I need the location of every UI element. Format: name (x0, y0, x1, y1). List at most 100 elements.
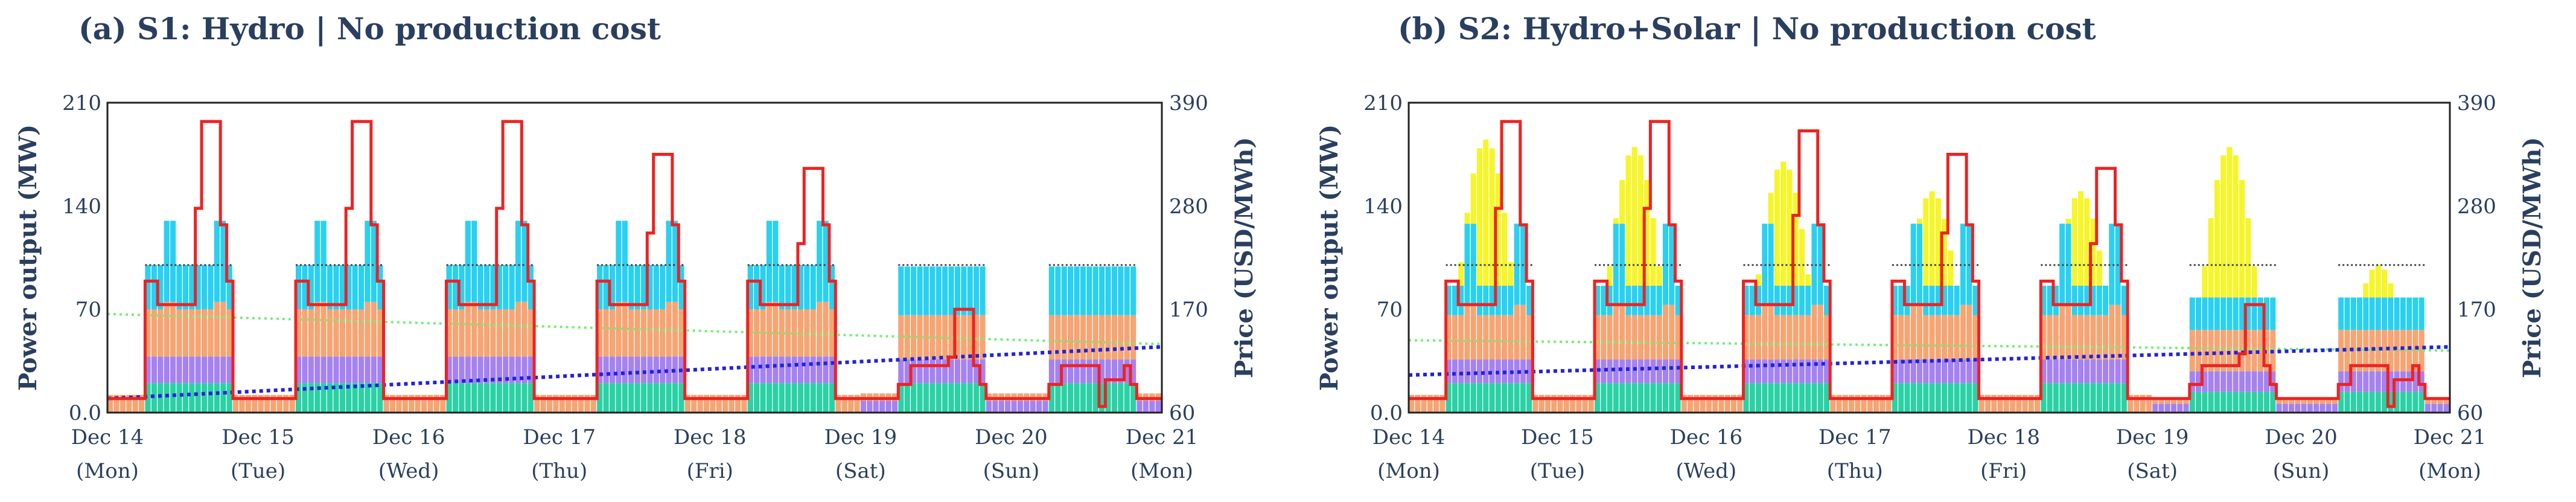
bar-unit-2 (2332, 404, 2338, 413)
bar-unit-1 (1892, 383, 1898, 413)
bar-unit-1 (2041, 383, 2047, 413)
bar-unit-3 (1811, 304, 1817, 360)
bar-unit-2 (754, 356, 760, 384)
bar-unit-3 (1688, 394, 1694, 413)
bar-unit-3 (1588, 394, 1594, 413)
bar-unit-2 (1143, 401, 1149, 413)
bar-unit-2 (195, 356, 201, 384)
bar-unit-1 (634, 383, 640, 413)
bar-unit-3 (346, 309, 352, 357)
bar-unit-3 (2406, 330, 2412, 372)
panel-b: (b) S2: Hydro+Solar | No production cost… (1288, 0, 2576, 502)
bar-unit-2 (528, 356, 534, 384)
bar-unit-3 (2170, 397, 2177, 404)
bar-unit-1 (446, 383, 452, 413)
bar-unit-1 (942, 383, 948, 413)
bar-unit-3 (528, 309, 534, 357)
bar-unit-4 (773, 220, 779, 302)
bar-unit-2 (295, 356, 302, 384)
bar-unit-4 (1774, 285, 1780, 315)
bar-unit-1 (1105, 383, 1111, 413)
bar-solar (1916, 219, 1923, 224)
bar-unit-3 (974, 315, 980, 360)
bar-unit-3 (1991, 394, 1997, 413)
bar-unit-1 (678, 383, 684, 413)
bar-unit-3 (2214, 330, 2220, 372)
y-tick-label: 140 (1363, 195, 1403, 219)
bar-unit-4 (603, 265, 609, 309)
bar-unit-2 (1966, 359, 1972, 384)
bar-solar (1619, 179, 1625, 224)
bar-unit-3 (2425, 397, 2431, 404)
bar-unit-3 (1489, 315, 1495, 360)
bar-unit-3 (1130, 315, 1137, 360)
bar-unit-3 (427, 394, 433, 413)
bar-unit-4 (1470, 224, 1476, 305)
bar-unit-3 (2196, 330, 2202, 372)
bar-unit-4 (779, 265, 785, 309)
bar-unit-2 (1954, 359, 1960, 384)
bar-unit-2 (2263, 371, 2270, 392)
bar-unit-2 (2412, 371, 2418, 392)
bar-unit-2 (917, 359, 923, 384)
bar-unit-3 (1582, 394, 1588, 413)
bar-unit-3 (452, 309, 459, 357)
bar-unit-2 (1068, 359, 1074, 384)
bar-unit-1 (2394, 391, 2400, 413)
bar-unit-1 (1483, 383, 1489, 413)
bar-unit-3 (1743, 315, 1749, 360)
bar-unit-3 (1830, 394, 1836, 413)
bar-solar (1756, 274, 1762, 286)
bar-unit-3 (396, 394, 402, 413)
bar-unit-4 (2221, 297, 2227, 330)
bar-unit-1 (804, 383, 810, 413)
bar-unit-3 (2071, 315, 2077, 360)
bar-unit-3 (1656, 315, 1662, 360)
bar-unit-2 (929, 359, 936, 384)
bar-unit-4 (2350, 297, 2356, 330)
bar-unit-4 (1514, 224, 1520, 305)
bar-unit-2 (2388, 371, 2394, 392)
bar-unit-2 (1811, 359, 1817, 384)
bar-unit-3 (2388, 330, 2394, 372)
bar-unit-2 (1669, 359, 1675, 384)
bar-unit-1 (1607, 383, 1613, 413)
bar-unit-4 (1631, 285, 1637, 315)
bar-unit-3 (1768, 304, 1774, 360)
bar-unit-3 (1675, 315, 1681, 360)
bar-unit-3 (158, 309, 164, 357)
bar-unit-3 (785, 309, 791, 357)
bar-unit-4 (339, 265, 345, 309)
bar-unit-3 (1650, 315, 1656, 360)
bar-unit-4 (785, 265, 791, 309)
bar-unit-3 (1601, 315, 1607, 360)
bar-unit-3 (2276, 397, 2282, 404)
bar-unit-3 (1080, 315, 1086, 360)
bar-unit-3 (2189, 330, 2195, 372)
bar-unit-4 (2084, 285, 2090, 315)
bar-unit-3 (1954, 315, 1960, 360)
bar-unit-4 (1508, 285, 1514, 315)
bar-unit-2 (2289, 404, 2295, 413)
bar-unit-3 (1842, 394, 1848, 413)
bar-unit-4 (1656, 285, 1662, 315)
bar-unit-1 (490, 383, 496, 413)
bar-unit-3 (622, 301, 628, 357)
bar-unit-4 (2053, 285, 2059, 315)
bar-unit-4 (2071, 285, 2077, 315)
bar-unit-4 (2233, 297, 2239, 330)
bar-unit-4 (164, 220, 170, 302)
bar-unit-1 (509, 383, 515, 413)
bar-unit-2 (954, 359, 961, 384)
bar-unit-2 (1470, 359, 1476, 384)
bar-unit-3 (1532, 394, 1538, 413)
bar-unit-2 (2382, 371, 2388, 392)
bar-unit-4 (797, 265, 804, 309)
bar-unit-1 (308, 383, 314, 413)
bar-unit-4 (974, 266, 980, 315)
bar-unit-4 (302, 265, 308, 309)
bar-unit-3 (1706, 394, 1712, 413)
bar-unit-2 (2313, 404, 2319, 413)
bar-unit-2 (1137, 401, 1143, 413)
y-tick-label: 0.0 (69, 401, 101, 425)
